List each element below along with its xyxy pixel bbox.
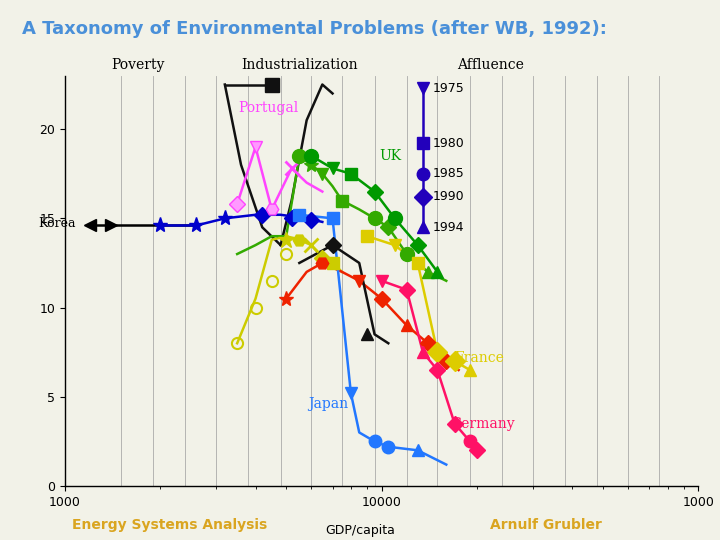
Text: Energy Systems Analysis: Energy Systems Analysis (72, 518, 267, 532)
Text: 1990: 1990 (432, 191, 464, 204)
Text: UK: UK (379, 149, 401, 163)
Text: GDP/capita: GDP/capita (325, 524, 395, 537)
Text: Industrialization: Industrialization (241, 58, 358, 72)
Text: Portugal: Portugal (238, 101, 299, 115)
Text: Japan: Japan (308, 397, 348, 411)
Text: 1985: 1985 (432, 167, 464, 180)
Text: 1980: 1980 (432, 137, 464, 150)
Text: Affluence: Affluence (456, 58, 523, 72)
Text: Germany: Germany (451, 416, 515, 430)
Text: Korea: Korea (38, 217, 76, 230)
Text: 1994: 1994 (432, 221, 464, 234)
Text: Poverty: Poverty (111, 58, 164, 72)
Text: Arnulf Grubler: Arnulf Grubler (490, 518, 601, 532)
Text: A Taxonomy of Environmental Problems (after WB, 1992):: A Taxonomy of Environmental Problems (af… (22, 20, 606, 38)
Text: 1975: 1975 (432, 82, 464, 94)
Text: France: France (454, 350, 505, 365)
